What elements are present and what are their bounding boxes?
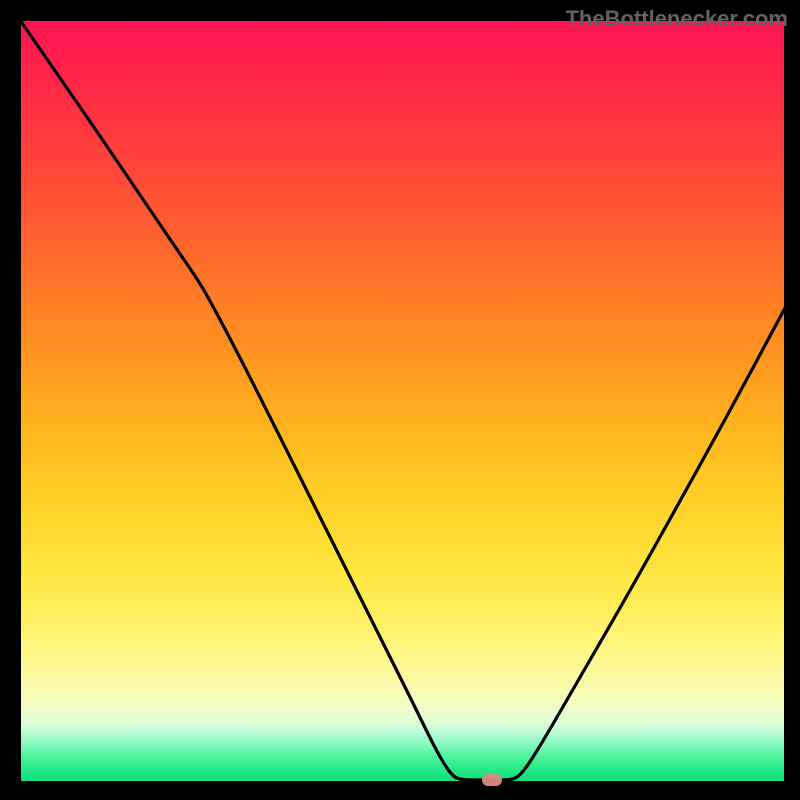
- chart-svg: [0, 0, 800, 800]
- frame-border: [785, 20, 800, 782]
- chart-canvas: [0, 0, 800, 800]
- watermark-text: TheBottlenecker.com: [565, 6, 788, 32]
- chart-container: TheBottlenecker.com: [0, 0, 800, 800]
- frame-border: [0, 20, 20, 782]
- minimum-marker: [482, 774, 502, 786]
- gradient-background: [20, 20, 785, 782]
- frame-border: [0, 782, 800, 800]
